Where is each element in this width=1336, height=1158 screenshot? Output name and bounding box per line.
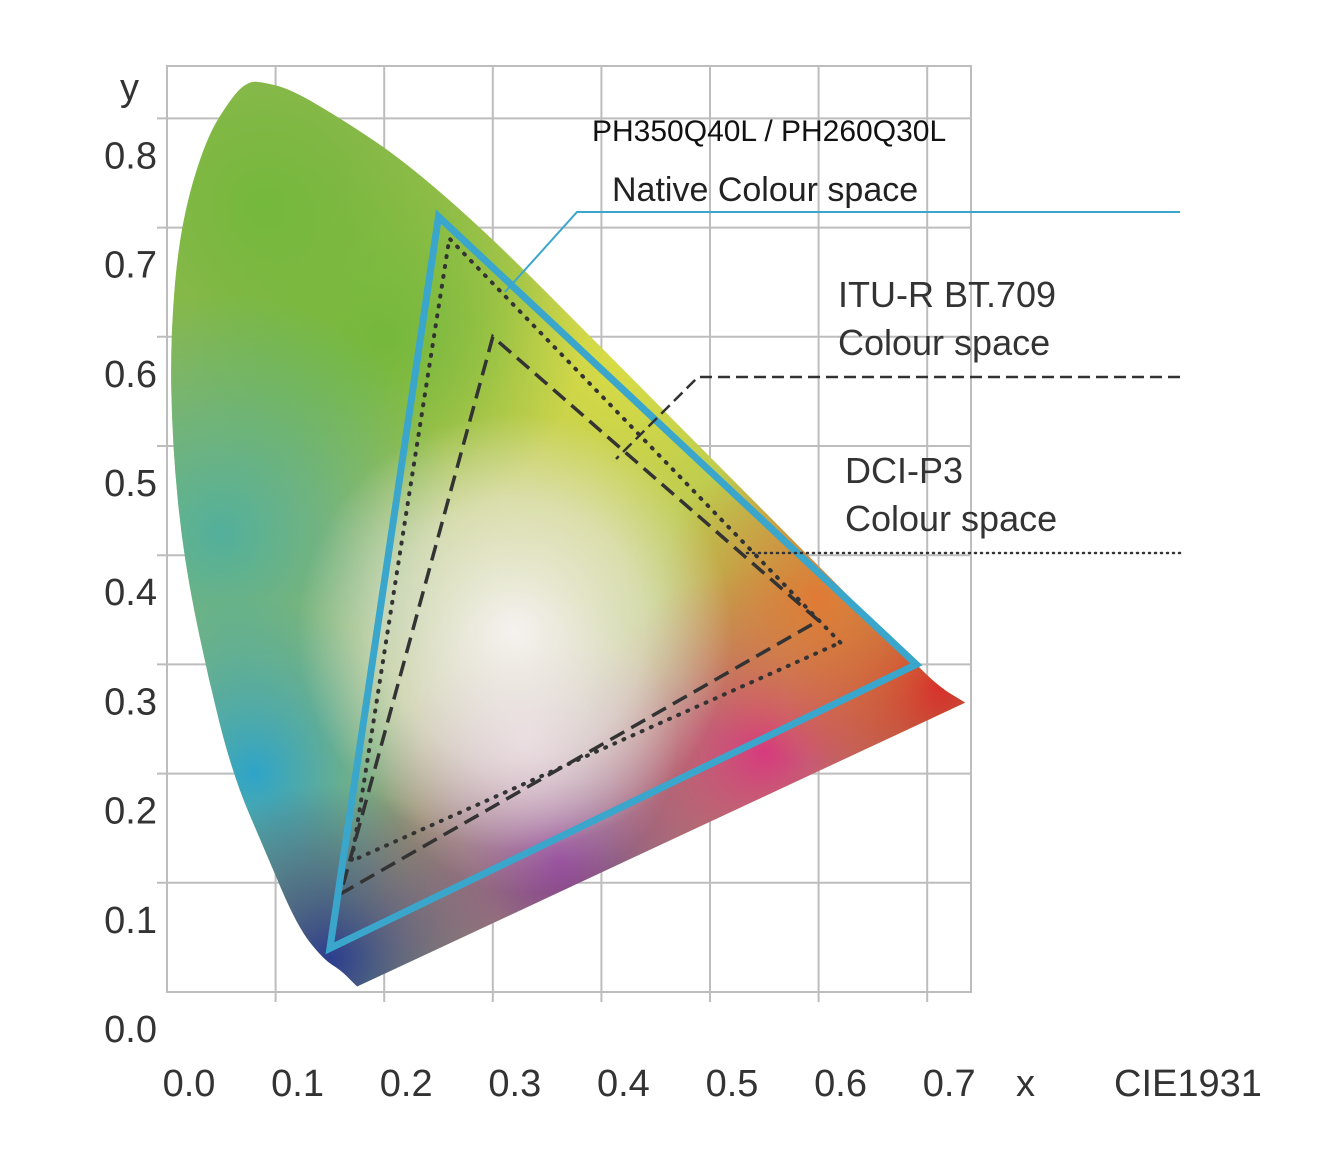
diagram-label: CIE1931: [1114, 1063, 1262, 1105]
x-tick-label: 0.1: [271, 1063, 324, 1105]
legend-label: Colour space: [838, 322, 1050, 363]
chart-title: PH350Q40L / PH260Q30L: [592, 115, 946, 148]
y-tick-label: 0.0: [104, 1009, 157, 1051]
x-axis-label: x: [1016, 1063, 1035, 1105]
y-tick-label: 0.4: [104, 572, 157, 614]
y-tick-label: 0.8: [104, 135, 157, 177]
legend: Native Colour space ITU-R BT.709 Colour sp…: [504, 171, 1182, 555]
y-tick-label: 0.6: [104, 354, 157, 396]
x-tick-label: 0.2: [380, 1063, 433, 1105]
x-tick-label: 0.3: [488, 1063, 541, 1105]
x-tick-label: 0.0: [163, 1063, 216, 1105]
tick-labels: 0.0 0.1 0.2 0.3 0.4 0.5 0.6 0.7 0.0 0.1 0.2 0.3 0.4 0…: [104, 135, 975, 1105]
legend-label: Native Colour space: [612, 171, 918, 209]
x-tick-label: 0.4: [597, 1063, 650, 1105]
x-tick-label: 0.6: [814, 1063, 867, 1105]
legend-leader-dashed: [615, 375, 1180, 460]
plot-frame: [166, 65, 972, 993]
gamut-triangles: [325, 209, 923, 955]
y-tick-label: 0.2: [104, 791, 157, 833]
legend-label: ITU-R BT.709: [838, 274, 1056, 315]
gamut-dashed: [337, 333, 822, 898]
legend-label: DCI-P3: [845, 450, 963, 491]
x-tick-label: 0.7: [923, 1063, 976, 1105]
y-axis-label: y: [120, 67, 139, 109]
legend-label: Colour space: [845, 498, 1057, 539]
x-tick-label: 0.5: [706, 1063, 759, 1105]
y-tick-label: 0.3: [104, 681, 157, 723]
plot-border: [166, 65, 972, 993]
gamut-solid: [325, 209, 923, 955]
y-tick-label: 0.7: [104, 245, 157, 287]
y-tick-label: 0.1: [104, 900, 157, 942]
y-tick-label: 0.5: [104, 463, 157, 505]
legend-leader-solid: [504, 211, 1180, 293]
gamut-dotted: [349, 234, 844, 865]
